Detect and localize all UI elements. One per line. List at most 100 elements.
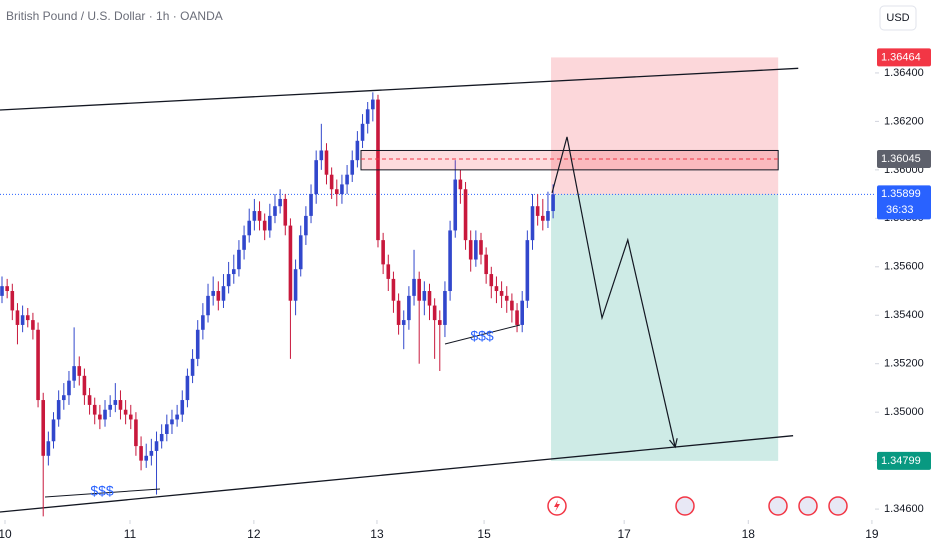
candle-body bbox=[15, 310, 20, 325]
candle-body bbox=[407, 295, 411, 321]
x-tick-label: 18 bbox=[742, 527, 756, 541]
candle-body bbox=[463, 189, 468, 241]
candle-body bbox=[298, 235, 303, 270]
candle-body bbox=[185, 375, 190, 401]
candle-body bbox=[304, 215, 308, 236]
candle-body bbox=[206, 295, 210, 316]
candle-body bbox=[128, 414, 133, 420]
candle-body bbox=[67, 380, 71, 396]
candle-body bbox=[144, 455, 149, 461]
candle-body bbox=[103, 409, 107, 420]
candle-body bbox=[123, 409, 128, 415]
candle-body bbox=[231, 269, 236, 275]
candle-body bbox=[350, 160, 355, 175]
candle-body bbox=[453, 179, 458, 231]
candle-body bbox=[226, 274, 231, 287]
candle-body bbox=[381, 240, 385, 265]
event-icon[interactable] bbox=[828, 496, 848, 516]
candle-body bbox=[5, 286, 9, 292]
candle-body bbox=[515, 310, 519, 325]
candle-body bbox=[159, 433, 164, 442]
y-tick-label: 1.35400 bbox=[884, 309, 924, 321]
candle-body bbox=[20, 315, 25, 325]
currency-label[interactable]: USD bbox=[886, 12, 909, 24]
candle-body bbox=[98, 414, 102, 420]
candle-body bbox=[479, 240, 483, 255]
y-tick-label: 1.34600 bbox=[884, 503, 924, 515]
x-tick-label: 12 bbox=[247, 527, 261, 541]
candle-body bbox=[474, 240, 478, 260]
x-tick-label: 17 bbox=[617, 527, 631, 541]
candle-body bbox=[118, 400, 123, 410]
y-tick-label: 1.35200 bbox=[884, 358, 924, 370]
currency-button[interactable] bbox=[879, 5, 917, 31]
candle-body bbox=[540, 215, 545, 221]
candle-body bbox=[201, 315, 205, 330]
candle-body bbox=[283, 198, 288, 226]
candle-body bbox=[46, 441, 51, 456]
candle-body bbox=[92, 404, 97, 415]
candle-body bbox=[72, 366, 76, 381]
price-badge bbox=[877, 48, 931, 67]
candle-body bbox=[165, 424, 169, 434]
candle-body bbox=[195, 329, 200, 359]
annotation: $$$ bbox=[470, 328, 494, 344]
candle-body bbox=[257, 211, 262, 221]
price-badge bbox=[877, 185, 931, 220]
event-icon-glyph bbox=[554, 500, 560, 512]
candle-body bbox=[36, 329, 40, 401]
candle-body bbox=[401, 320, 406, 325]
y-tick-label: 1.35600 bbox=[884, 261, 924, 273]
candle-body bbox=[41, 400, 46, 456]
candle-body bbox=[211, 291, 215, 296]
annotation: $$$ bbox=[90, 483, 114, 499]
trendline bbox=[0, 435, 794, 513]
candle-body bbox=[391, 278, 396, 301]
candle-body bbox=[448, 230, 452, 292]
candle-body bbox=[252, 211, 257, 221]
candle-body bbox=[149, 450, 154, 456]
event-icons bbox=[547, 496, 848, 516]
candle-body bbox=[504, 295, 509, 301]
candle-body bbox=[31, 320, 35, 330]
candle-body bbox=[417, 278, 421, 301]
forecast-path bbox=[551, 136, 676, 448]
candle-body bbox=[371, 99, 375, 110]
candle-body bbox=[319, 150, 324, 161]
candle-body bbox=[175, 414, 179, 420]
candle-body bbox=[329, 174, 334, 190]
countdown: 36:33 bbox=[886, 204, 914, 216]
trendline bbox=[0, 67, 799, 111]
candle-body bbox=[247, 220, 252, 236]
candle-body bbox=[551, 194, 555, 212]
chart-title: British Pound / U.S. Dollar · 1h · OANDA bbox=[6, 9, 223, 23]
event-icon[interactable] bbox=[768, 496, 788, 516]
candle-body bbox=[535, 206, 540, 216]
event-icon[interactable] bbox=[675, 496, 695, 516]
candle-body bbox=[62, 395, 66, 401]
candle-body bbox=[262, 220, 267, 231]
candle-body bbox=[309, 194, 313, 216]
forecast-arrowhead bbox=[669, 438, 678, 449]
candle-body bbox=[443, 291, 447, 325]
candle-body bbox=[458, 179, 463, 190]
event-icon[interactable] bbox=[798, 496, 818, 516]
candle-body bbox=[422, 291, 427, 301]
candle-body bbox=[288, 225, 293, 301]
candle-body bbox=[489, 274, 494, 287]
candle-body bbox=[468, 240, 473, 260]
candle-body bbox=[154, 441, 159, 451]
candle-body bbox=[108, 404, 112, 410]
candle-body bbox=[293, 269, 298, 301]
candle-body bbox=[77, 366, 82, 376]
annotation-line bbox=[44, 488, 161, 498]
candle-body bbox=[396, 300, 401, 325]
y-tick-label: 1.36200 bbox=[884, 115, 924, 127]
candle-body bbox=[365, 109, 370, 124]
candle-body bbox=[427, 291, 432, 306]
candle-body bbox=[494, 286, 499, 292]
candle-body bbox=[530, 206, 535, 241]
candle-body bbox=[216, 291, 221, 301]
